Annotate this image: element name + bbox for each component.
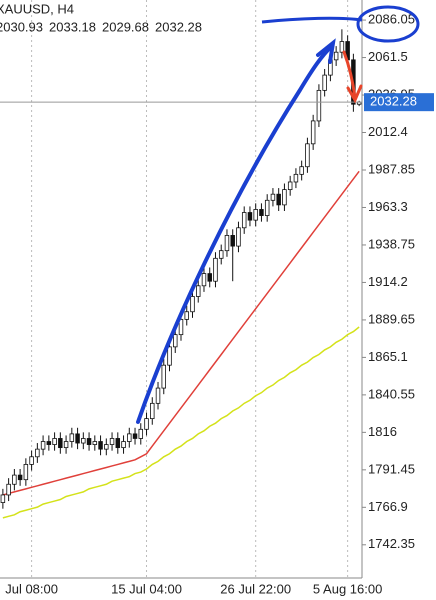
candle-body (339, 41, 345, 53)
candle-body (230, 235, 235, 247)
candle-body (46, 441, 52, 445)
candle-body (241, 212, 247, 229)
ohlc-high: 2033.18 (49, 19, 96, 34)
candle-body (247, 212, 253, 221)
candle-body (138, 428, 144, 439)
x-tick-label: 5 Aug 16:00 (313, 581, 382, 596)
candle-body (58, 438, 63, 449)
candle-body (207, 273, 212, 282)
candle-body (98, 441, 103, 450)
candle-body (310, 120, 316, 145)
candle-body (144, 418, 149, 430)
candle-body (287, 181, 293, 191)
y-tick-label: 1742.35 (368, 536, 415, 551)
candle-body (81, 438, 86, 444)
candle-body (23, 464, 29, 481)
candle-body (0, 494, 6, 503)
indicator-line (2, 326, 360, 519)
candle-body (236, 227, 241, 247)
candle-body (173, 334, 178, 348)
candle-body (333, 51, 339, 61)
candle-body (316, 89, 322, 122)
candle-body (6, 483, 11, 496)
candle-body (282, 189, 287, 206)
candle-body (92, 441, 98, 445)
candle-body (253, 209, 258, 221)
ohlc-low: 2029.68 (102, 19, 149, 34)
x-tick-label: 15 Jul 04:00 (111, 581, 182, 596)
y-tick-label: 1938.75 (368, 236, 415, 251)
candle-body (167, 346, 172, 366)
price-label: 2032.28 (370, 94, 417, 109)
y-tick-label: 2086.05 (368, 12, 415, 27)
candle-body (155, 387, 161, 404)
candle-body (201, 273, 207, 287)
hand-drawn-arrowhead (316, 38, 336, 64)
candle-body (40, 441, 46, 450)
y-tick-label: 2061.5 (368, 49, 408, 64)
y-tick-label: 1791.45 (368, 461, 415, 476)
candle-body (150, 402, 155, 420)
candle-body (293, 173, 299, 183)
y-tick-label: 1963.3 (368, 199, 408, 214)
candle-body (195, 285, 201, 297)
candle-body (161, 364, 167, 389)
candle-body (264, 199, 270, 216)
candle-body (127, 433, 132, 442)
hand-drawn-red-arrow (342, 50, 363, 104)
y-tick-label: 1865.1 (368, 349, 408, 364)
candle-body (29, 456, 34, 465)
chart-title: XAUUSD, H4 (0, 1, 74, 16)
candle-body (305, 143, 310, 168)
candle-body (132, 433, 138, 439)
candle-body (218, 250, 224, 259)
candle-body (104, 444, 109, 450)
candle-body (322, 74, 327, 91)
y-tick-label: 1816 (368, 424, 397, 439)
candle-body (52, 438, 57, 445)
candle-body (86, 438, 92, 445)
x-tick-label: Jul 08:00 (5, 581, 58, 596)
plot (0, 0, 362, 578)
candle-body (69, 433, 75, 442)
candle-body (178, 318, 184, 336)
price-box (364, 93, 434, 112)
y-tick-label: 2012.4 (368, 124, 408, 139)
y-tick-label: 1840.55 (368, 386, 415, 401)
x-tick-label: 26 Jul 22:00 (220, 581, 291, 596)
candle-body (75, 433, 80, 444)
y-tick-label: 1914.2 (368, 274, 408, 289)
candle-body (121, 441, 126, 449)
candle-body (184, 311, 189, 320)
ohlc-open: 2030.93 (0, 19, 43, 34)
candle-body (63, 441, 69, 449)
candle-body (270, 193, 276, 201)
candle-body (213, 257, 218, 282)
candle-body (259, 209, 264, 216)
candle-body (276, 193, 281, 206)
hand-drawn-circle (356, 5, 420, 43)
candle-body (35, 448, 40, 458)
y-tick-label: 1889.65 (368, 311, 415, 326)
candle-body (17, 474, 23, 481)
candle-body (299, 166, 304, 175)
annotations (136, 5, 420, 424)
hand-drawn-line (261, 16, 363, 24)
hand-drawn-trend (136, 44, 334, 424)
candle-body (12, 474, 17, 485)
y-tick-label: 1766.9 (368, 499, 408, 514)
ohlc-close: 2032.28 (155, 19, 202, 34)
candle-body (115, 438, 121, 449)
indicator-line (2, 170, 360, 496)
candle-body (109, 438, 115, 445)
y-tick-label: 1987.85 (368, 161, 415, 176)
candle-body (190, 296, 195, 313)
candle-body (224, 235, 230, 252)
